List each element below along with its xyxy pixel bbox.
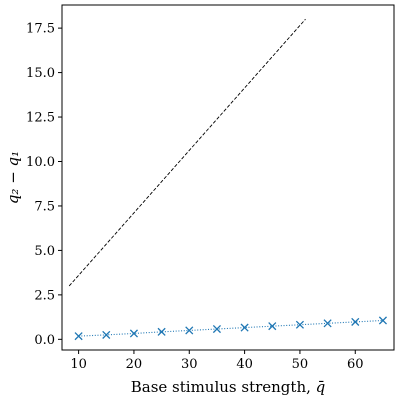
x-axis-label-text: Base stimulus strength, (131, 378, 316, 396)
series-1-point (157, 327, 166, 336)
y-tick-label: 7.5 (34, 199, 55, 214)
series-0-line (68, 18, 306, 287)
x-tick-label: 60 (347, 357, 364, 372)
y-tick-label: 5.0 (34, 244, 55, 259)
x-tick-label: 10 (70, 357, 87, 372)
plot-frame (61, 4, 395, 351)
series-1-point (212, 324, 221, 334)
series-1-point (323, 319, 332, 328)
y-tick-label: 12.5 (26, 111, 55, 126)
series-1-point (378, 316, 387, 325)
x-axis-label-symbol: q̄ (316, 378, 326, 396)
series-1-point (295, 320, 304, 329)
series-1-point (74, 332, 83, 341)
x-tick-label: 30 (181, 357, 198, 372)
series-1-point (102, 330, 111, 339)
series-1-point (351, 317, 360, 326)
series-1-point (129, 329, 138, 338)
y-tick-label: 2.5 (34, 288, 55, 303)
y-tick-label: 15.0 (26, 66, 55, 81)
series-1-point (185, 326, 194, 335)
series-1-line (78, 319, 383, 337)
y-tick-label: 17.5 (26, 22, 55, 37)
plot-area (68, 18, 387, 341)
x-axis-label: Base stimulus strength, q̄ (131, 378, 326, 396)
series-1-point (240, 323, 249, 332)
y-tick-label: 0.0 (34, 333, 55, 348)
x-tick-label: 40 (236, 357, 253, 372)
y-axis-label: q₂ − q₁ (4, 151, 22, 204)
axes: 10 20 30 40 50 60 0.0 2.5 5.0 7.5 10.0 12.5 15.0 17.5 (26, 4, 395, 372)
series-1-point (268, 322, 277, 331)
x-tick-label: 50 (292, 357, 309, 372)
y-tick-label: 10.0 (26, 155, 55, 170)
x-tick-label: 20 (126, 357, 143, 372)
